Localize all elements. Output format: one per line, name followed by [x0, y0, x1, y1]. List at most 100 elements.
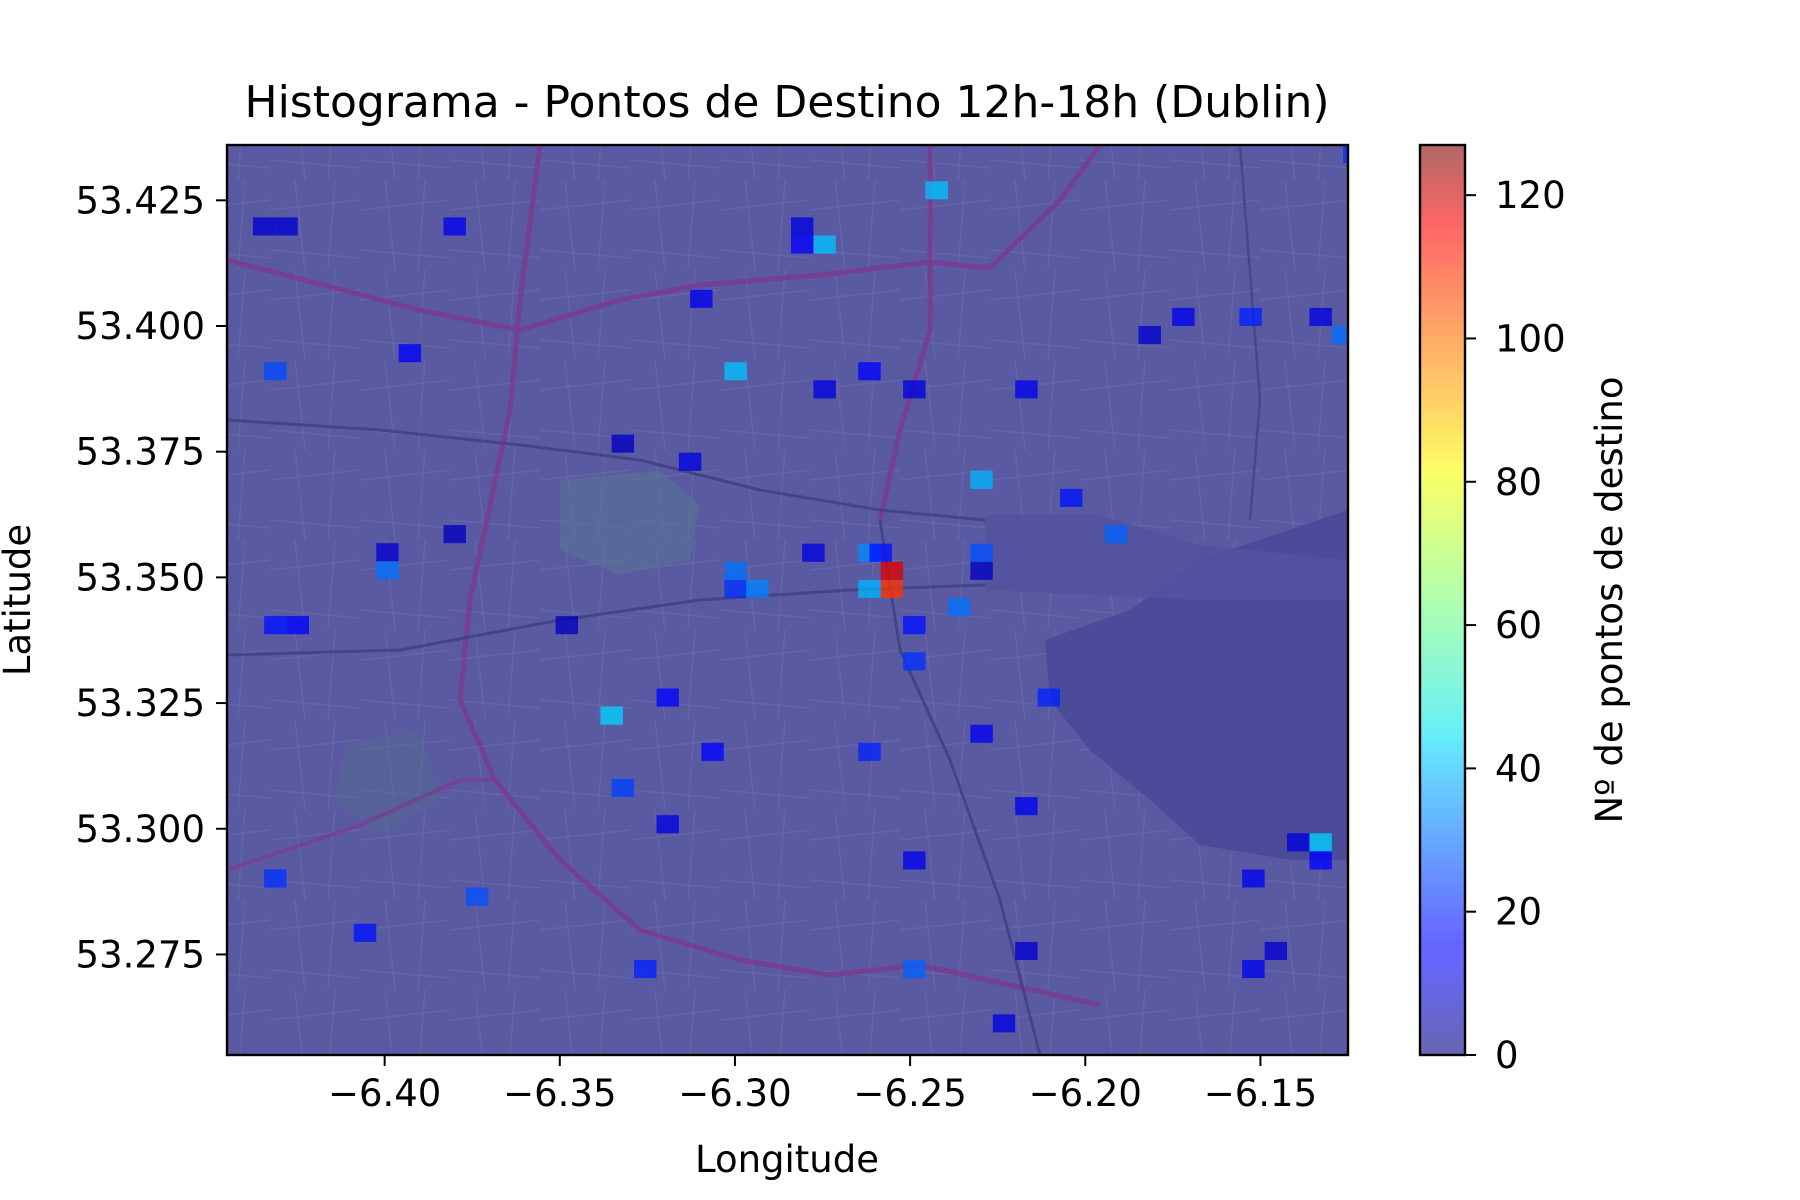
heatmap-cell: [656, 815, 679, 834]
heatmap-cell: [1309, 307, 1332, 326]
heatmap-cell: [746, 579, 769, 598]
plot-area: [227, 145, 1348, 1055]
basemap-motorway: [227, 778, 495, 872]
heatmap-cell: [858, 362, 881, 381]
colorbar-tick-label: 100: [1495, 317, 1566, 360]
heatmap-cell: [376, 561, 399, 580]
heatmap-cell: [791, 217, 814, 236]
colorbar-ticks: 0 20 40 60 80 100 120: [1465, 174, 1566, 1077]
heatmap-cell: [376, 543, 399, 562]
y-tick-label: 53.350: [76, 556, 205, 599]
heatmap-cell: [869, 543, 892, 562]
heatmap-cell: [880, 579, 904, 598]
heatmap-cell: [1037, 688, 1061, 707]
heatmap-cell: [1239, 307, 1262, 326]
heatmap-cell: [1138, 325, 1161, 345]
colorbar-frame: [1418, 143, 1467, 1057]
x-tick-label: −6.25: [853, 1072, 966, 1115]
heatmap-cell: [656, 688, 679, 707]
y-tick-label: 53.300: [76, 808, 205, 851]
heatmap-cell: [970, 724, 993, 743]
heatmap-cell: [858, 742, 881, 761]
y-tick-label: 53.325: [76, 682, 205, 725]
colorbar-tick-label: 40: [1495, 747, 1542, 790]
heatmap-cell: [264, 362, 287, 381]
colorbar: 0 20 40 60 80 100 120 Nº de pontos de destino: [1418, 143, 1631, 1077]
heatmap-cell: [1331, 325, 1348, 345]
heatmap-cell: [903, 616, 926, 635]
heatmap-cell: [1242, 869, 1265, 888]
heatmap-cell: [1287, 833, 1310, 852]
heatmap-cells: [252, 145, 1348, 1033]
heatmap-cell: [992, 1014, 1016, 1033]
heatmap-cell: [1309, 833, 1332, 852]
heatmap-cell: [678, 452, 702, 471]
heatmap-cell: [813, 235, 836, 254]
heatmap-cell: [690, 289, 713, 308]
colorbar-tick-label: 60: [1495, 604, 1542, 647]
heatmap-cell: [970, 543, 993, 562]
colorbar-label: Nº de pontos de destino: [1588, 376, 1631, 823]
basemap-motorway: [877, 145, 933, 521]
heatmap-cell: [903, 851, 926, 870]
heatmap-cell: [802, 543, 825, 562]
heatmap-cell: [925, 181, 948, 200]
heatmap-cell: [1343, 145, 1348, 164]
heatmap-cell: [701, 742, 724, 761]
heatmap-cell: [724, 579, 747, 598]
basemap-road: [227, 418, 986, 522]
heatmap-cell: [353, 923, 377, 942]
heatmap-cell: [1015, 941, 1038, 960]
x-tick-label: −6.35: [503, 1072, 616, 1115]
chart-title: Histograma - Pontos de Destino 12h-18h (…: [244, 77, 1329, 128]
y-axis-label: Latitude: [0, 524, 39, 676]
plot-frame: [225, 143, 1350, 1057]
basemap-road: [1238, 145, 1262, 521]
x-tick-label: −6.40: [328, 1072, 441, 1115]
heatmap-cell: [1264, 941, 1288, 960]
heatmap-cell: [791, 235, 814, 254]
heatmap-cell: [947, 597, 971, 617]
basemap-park: [335, 730, 440, 835]
heatmap-cell: [903, 959, 926, 979]
colorbar-tick-label: 120: [1495, 174, 1566, 217]
x-tick-label: −6.15: [1204, 1072, 1317, 1115]
colorbar-tick-label: 80: [1495, 461, 1542, 504]
heatmap-cell: [1242, 959, 1265, 979]
y-tick-label: 53.375: [76, 431, 205, 474]
heatmap-cell: [611, 778, 635, 798]
heatmap-cell: [1309, 851, 1332, 870]
heatmap-cell: [465, 887, 489, 906]
heatmap-cell: [724, 362, 747, 381]
colorbar-tick-label: 20: [1495, 891, 1542, 934]
basemap-park: [560, 470, 700, 575]
basemap-road: [878, 519, 1042, 1055]
basemap-motorway: [227, 145, 1103, 333]
heatmap-cell: [252, 217, 276, 236]
heatmap-cell: [903, 652, 926, 671]
y-tick-label: 53.425: [76, 179, 205, 222]
heatmap-cell: [1172, 307, 1195, 326]
heatmap-cell: [634, 959, 657, 979]
basemap-port: [985, 515, 1348, 600]
x-axis: −6.40 −6.35 −6.30 −6.25 −6.20 −6.15: [328, 1055, 1317, 1115]
y-tick-label: 53.275: [76, 933, 205, 976]
heatmap-cell: [903, 380, 926, 399]
colorbar-tick-label: 0: [1495, 1034, 1519, 1077]
heatmap-cell: [264, 616, 287, 635]
heatmap-cell: [813, 380, 836, 399]
heatmap-cell: [264, 869, 287, 888]
colorbar-gradient: [1420, 145, 1465, 1055]
heatmap-cell: [724, 561, 747, 580]
heatmap-cell: [1015, 380, 1038, 399]
heatmap-cell: [880, 561, 904, 580]
heatmap-cell: [398, 344, 422, 363]
x-tick-label: −6.20: [1029, 1072, 1142, 1115]
heatmap-cell: [443, 217, 466, 236]
heatmap-cell: [970, 561, 993, 580]
y-axis: 53.275 53.300 53.325 53.350 53.375 53.400 53.4…: [76, 179, 227, 976]
heatmap-cell: [443, 525, 466, 544]
heatmap-cell: [555, 616, 579, 635]
heatmap-cell: [275, 217, 298, 236]
